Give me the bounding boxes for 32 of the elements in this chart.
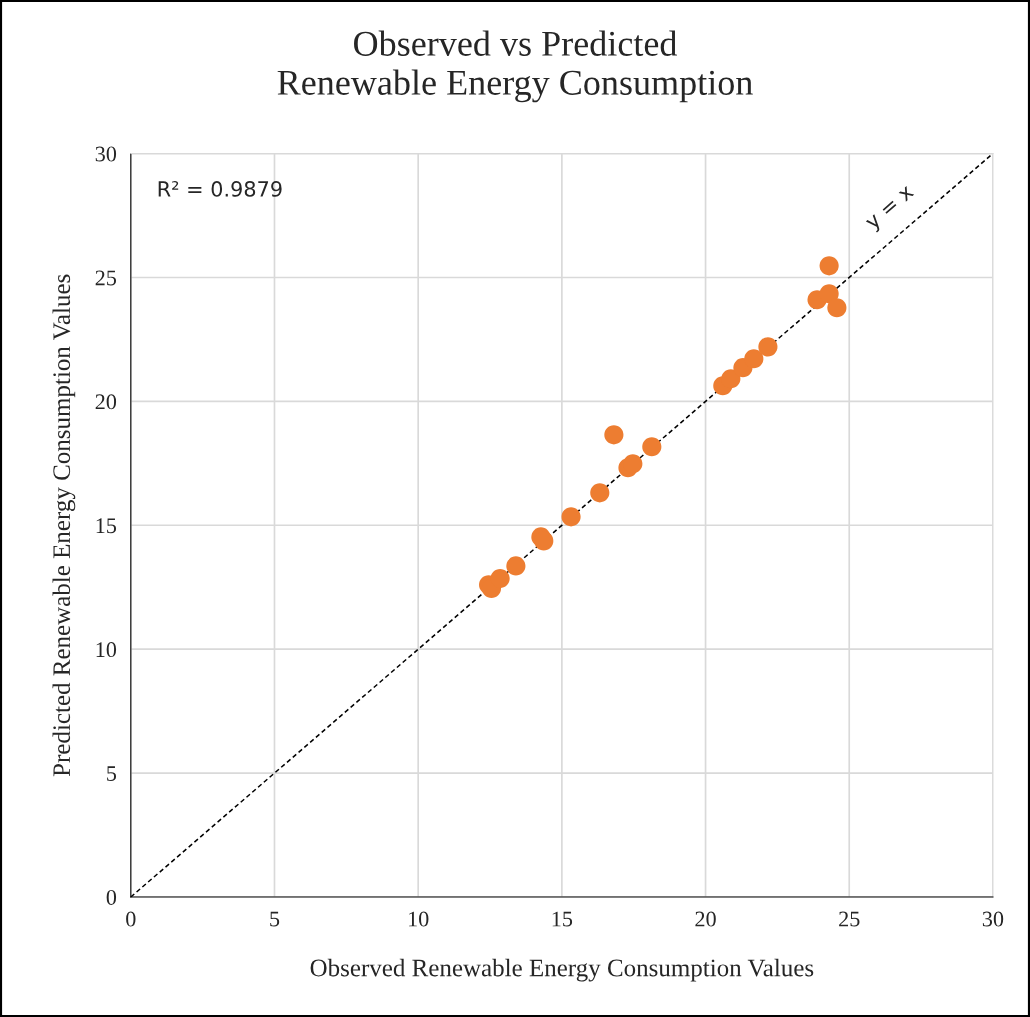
point	[819, 256, 839, 276]
y-tick-label: 15	[96, 518, 117, 534]
x-tick-label: 0	[126, 911, 136, 927]
x-tick-label: 15	[552, 911, 573, 927]
y-tick-label: 0	[106, 889, 117, 905]
x-tick-label: 5	[270, 911, 280, 927]
point	[642, 437, 662, 457]
point	[744, 349, 764, 369]
y-tick-label: 5	[107, 766, 117, 782]
x-tick-label: 10	[409, 911, 429, 927]
x-tick-label: 20	[695, 911, 716, 927]
y-tick-label: 20	[95, 394, 117, 410]
y-axis-title: Predicted Renewable Energy Consumption Values	[52, 274, 76, 777]
annotation: R² = 0.9879	[158, 181, 282, 197]
point	[758, 337, 778, 357]
point	[561, 507, 581, 527]
point	[590, 483, 610, 503]
y-tick-label: 30	[95, 146, 117, 162]
point	[827, 298, 847, 318]
chart-title: Observed vs Predicted Renewable Energy Consumption	[277, 30, 753, 103]
point	[506, 556, 526, 576]
y-tick-label: 25	[95, 270, 117, 286]
x-tick-label: 30	[982, 911, 1004, 927]
y-tick-label: 10	[96, 642, 117, 658]
x-axis-title: Observed Renewable Energy Consumption Values	[310, 958, 814, 982]
point	[623, 454, 643, 474]
x-tick-label: 25	[839, 911, 860, 927]
point	[721, 369, 741, 389]
point	[604, 425, 624, 445]
point	[819, 284, 839, 304]
point	[490, 568, 510, 589]
text: y = x	[865, 185, 918, 234]
